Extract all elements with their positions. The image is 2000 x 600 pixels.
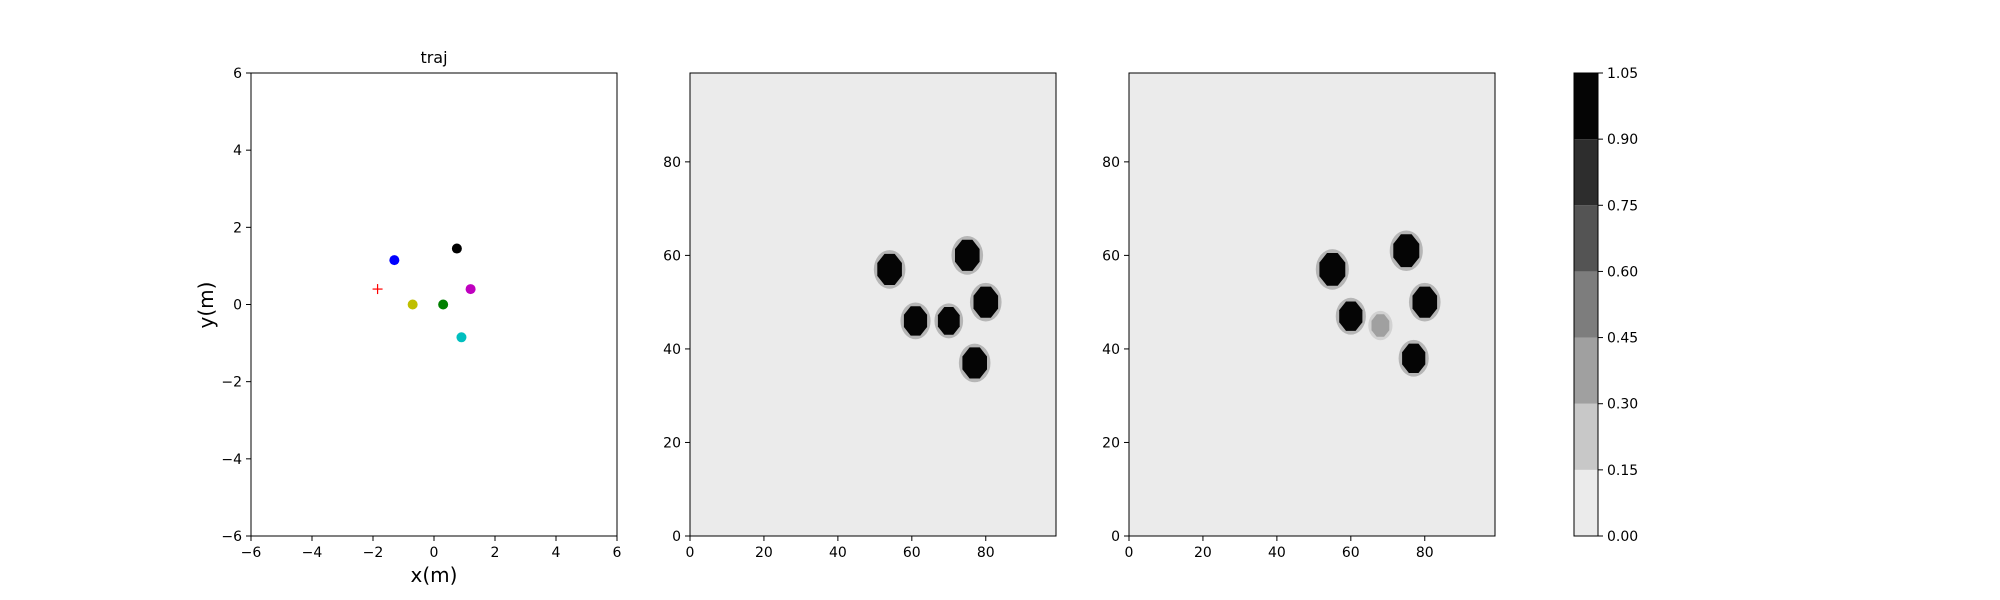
colorbar-swatch — [1574, 403, 1598, 470]
chart-title: traj — [420, 48, 447, 67]
colorbar-tick-label: 0.15 — [1607, 463, 1638, 479]
scatter-point — [438, 299, 449, 310]
x-tick-label: −4 — [302, 545, 323, 561]
colorbar: 0.00 0.15 0.30 0.45 0.60 0.75 0.90 1.05 — [1573, 66, 1638, 545]
heat-blob — [1335, 297, 1366, 335]
y-tick-label: 60 — [663, 248, 681, 264]
x-tick-label: 2 — [491, 545, 500, 561]
colorbar-tick-label: 0.30 — [1607, 397, 1638, 413]
x-tick-label: 0 — [430, 545, 439, 561]
heat-blob — [1408, 282, 1441, 322]
x-tick-label: 20 — [1194, 545, 1212, 561]
x-tick-label: 0 — [686, 545, 695, 561]
colorbar-swatch — [1574, 205, 1598, 272]
traj-y-ticks: −6 −4 −2 0 2 4 6 — [221, 66, 251, 545]
heatmap-1-blobs — [873, 236, 1002, 383]
traj-panel: traj −6 −4 −2 0 2 4 6 −6 −4 −2 0 2 4 6 x(m) y(m) — [194, 48, 622, 587]
heatmap-2-blobs — [1315, 230, 1441, 377]
heat-blob — [958, 343, 991, 383]
colorbar-swatch — [1574, 139, 1598, 206]
y-tick-label: −2 — [221, 375, 242, 391]
y-tick-label: 20 — [663, 435, 681, 451]
scatter-point — [389, 255, 400, 266]
colorbar-tick-label: 0.90 — [1607, 132, 1638, 148]
y-tick-label: 60 — [1102, 248, 1120, 264]
x-tick-label: 40 — [1268, 545, 1286, 561]
heat-blob — [1315, 249, 1349, 290]
y-tick-label: 2 — [233, 220, 242, 236]
colorbar-frame — [1573, 72, 1599, 537]
heatmap-1-x-ticks: 0 20 40 60 80 — [686, 536, 995, 561]
x-tick-label: 20 — [755, 545, 773, 561]
x-tick-label: 60 — [1342, 545, 1360, 561]
x-tick-label: −6 — [241, 545, 262, 561]
y-axis-label: y(m) — [194, 282, 218, 329]
colorbar-tick-label: 1.05 — [1607, 66, 1638, 82]
heatmap-1-y-ticks: 0 20 40 60 80 — [663, 155, 690, 545]
traj-x-ticks: −6 −4 −2 0 2 4 6 — [241, 536, 622, 561]
y-tick-label: −4 — [221, 452, 242, 468]
colorbar-swatch — [1574, 271, 1598, 338]
colorbar-swatch — [1574, 337, 1598, 404]
y-tick-label: 80 — [1102, 155, 1120, 171]
x-tick-label: 0 — [1125, 545, 1134, 561]
heat-blob — [934, 303, 964, 339]
colorbar-tick-label: 0.60 — [1607, 264, 1638, 280]
heatmap-1-frame — [689, 72, 1057, 537]
x-axis-label: x(m) — [411, 563, 458, 587]
y-tick-label: 4 — [233, 143, 242, 159]
x-tick-label: 40 — [829, 545, 847, 561]
scatter-point — [465, 284, 476, 295]
y-tick-label: 20 — [1102, 435, 1120, 451]
x-tick-label: 6 — [613, 545, 622, 561]
traj-plot-area — [251, 73, 617, 536]
heat-blob — [900, 302, 931, 340]
colorbar-swatch — [1574, 469, 1598, 536]
x-tick-label: −2 — [363, 545, 384, 561]
y-tick-label: 0 — [1111, 529, 1120, 545]
heatmap-panel-2: 0 20 40 60 80 0 20 40 60 80 — [1102, 72, 1496, 561]
y-tick-label: 40 — [663, 342, 681, 358]
heat-blob — [1398, 339, 1429, 377]
heat-blob — [873, 250, 906, 289]
x-tick-label: 60 — [903, 545, 921, 561]
scatter-point — [407, 299, 418, 310]
colorbar-ticks: 0.00 0.15 0.30 0.45 0.60 0.75 0.90 1.05 — [1598, 66, 1638, 545]
y-tick-label: 80 — [663, 155, 681, 171]
y-tick-label: 40 — [1102, 342, 1120, 358]
heat-blob — [1368, 310, 1393, 341]
traj-points — [372, 243, 476, 343]
y-tick-label: 0 — [672, 529, 681, 545]
y-tick-label: 6 — [233, 66, 242, 82]
heat-blob — [969, 282, 1002, 322]
heatmap-panel-1: 0 20 40 60 80 0 20 40 60 80 — [663, 72, 1057, 561]
heatmap-2-frame — [1128, 72, 1496, 537]
x-tick-label: 4 — [552, 545, 561, 561]
heatmap-2-y-ticks: 0 20 40 60 80 — [1102, 155, 1129, 545]
scatter-point — [372, 284, 383, 295]
heat-blob — [951, 236, 984, 275]
heatmap-2-x-ticks: 0 20 40 60 80 — [1125, 536, 1434, 561]
x-tick-label: 80 — [1416, 545, 1434, 561]
y-tick-label: 0 — [233, 298, 242, 314]
y-tick-label: −6 — [221, 529, 242, 545]
scatter-point — [451, 243, 462, 254]
scatter-point — [456, 332, 467, 343]
colorbar-swatches — [1574, 73, 1598, 536]
colorbar-tick-label: 0.45 — [1607, 331, 1638, 347]
colorbar-tick-label: 0.00 — [1607, 529, 1638, 545]
colorbar-swatch — [1574, 73, 1598, 140]
heat-blob — [1389, 230, 1423, 271]
colorbar-tick-label: 0.75 — [1607, 198, 1638, 214]
x-tick-label: 80 — [977, 545, 995, 561]
